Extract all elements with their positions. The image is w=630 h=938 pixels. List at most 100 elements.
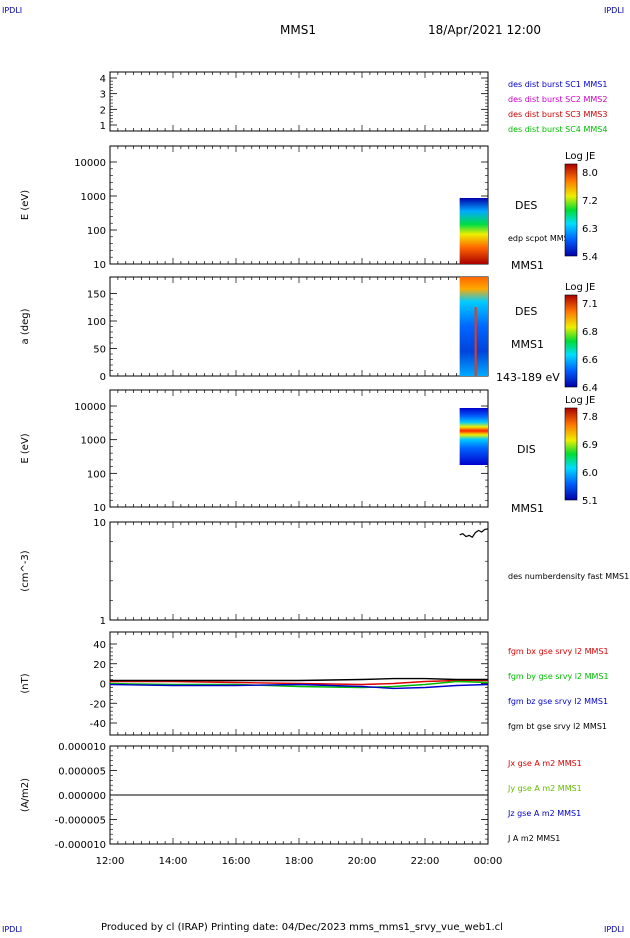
panel3-frame (109, 276, 489, 377)
panel7-ytick-label: 0.000005 (58, 767, 106, 778)
density-line (459, 528, 489, 538)
panel6-ytick-label: 20 (93, 660, 106, 671)
panel2-colorbar-tick: 5.4 (582, 252, 598, 263)
panel4-label-2: MMS1 (511, 502, 544, 515)
panel2-label-2: edp scpot MMS1 (508, 234, 574, 243)
corner-label-tr: IPDLI (604, 6, 624, 15)
x-tick-label: 00:00 (474, 856, 503, 867)
current-legend-2: Jy gse A m2 MMS1 (507, 784, 582, 793)
panel6-ytick-label: -40 (90, 719, 106, 730)
x-tick-label: 20:00 (348, 856, 377, 867)
panel3-colorbar-tick: 7.1 (582, 299, 598, 310)
panel4-ytick-label: 1000 (81, 436, 106, 447)
panel4-frame (109, 389, 489, 508)
panel1-ytick-label: 3 (100, 90, 106, 101)
panel3-colorbar-tick: 6.4 (582, 383, 598, 394)
panel5-ytick-label: 10 (93, 518, 106, 529)
legend-2: des dist burst SC2 MMS2 (508, 95, 607, 104)
panel3-colorbar-tick: 6.8 (582, 327, 598, 338)
panel4-colorbar-tick: 5.1 (582, 496, 598, 507)
panel6-ytick-label: -20 (90, 699, 106, 710)
x-tick-label: 18:00 (285, 856, 314, 867)
panel4-colorbar-title: Log JE (565, 395, 595, 406)
panel3-ytick-label: 150 (87, 290, 106, 301)
panels: 4 3 2 1 des dist burst SC1 MMS1 des dist burs… (20, 71, 629, 867)
panel4-colorbar-tick: 6.0 (582, 468, 598, 479)
panel5-frame (109, 521, 489, 621)
footer-text: Produced by cl (IRAP) Printing date: 04/… (101, 922, 503, 933)
legend-4: des dist burst SC4 MMS4 (508, 125, 607, 134)
corner-label-tl: IPDLI (2, 6, 22, 15)
panel7-ytick-label: -0.000010 (55, 840, 106, 851)
panel3-label-1: DES (515, 305, 537, 318)
panel4-colorbar-tick: 7.8 (582, 412, 598, 423)
panel4-ytick-label: 10 (93, 503, 106, 514)
corner-label-br: IPDLI (604, 925, 624, 934)
panel2-ylabel: E (eV) (20, 190, 31, 220)
panel2-ytick-label: 10 (93, 260, 106, 271)
panel1-frame (109, 71, 489, 132)
panel6-ytick-label: 40 (93, 640, 106, 651)
panel1-ytick-label: 1 (100, 121, 106, 132)
current-legend-3: Jz gse A m2 MMS1 (507, 809, 581, 818)
panel6-ytick-label: 0 (100, 680, 106, 691)
legend-1: des dist burst SC1 MMS1 (508, 80, 607, 89)
panel3-label-3: 143-189 eV (496, 371, 560, 384)
header-date: 18/Apr/2021 12:00 (428, 23, 541, 37)
b-field-line-3 (109, 683, 489, 690)
panel3-colorbar-title: Log JE (565, 282, 595, 293)
panel3-colorbar-tick: 6.6 (582, 355, 598, 366)
panel2-label-3: MMS1 (511, 259, 544, 272)
b-field-legend-4: fgm bt gse srvy l2 MMS1 (508, 722, 607, 731)
panel3-ytick-label: 0 (100, 372, 106, 383)
des-energy-spectrogram (459, 198, 488, 264)
b-field-legend-3: fgm bz gse srvy l2 MMS1 (508, 697, 608, 706)
panel6-ylabel: (nT) (20, 673, 31, 693)
corner-label-bl: IPDLI (2, 925, 22, 934)
b-field-line-2 (109, 680, 489, 689)
panel2-ytick-label: 1000 (81, 192, 106, 203)
density-legend: des numberdensity fast MMS1 (508, 572, 629, 581)
b-field-line-4 (110, 677, 488, 682)
panel7-ytick-label: -0.000005 (55, 816, 106, 827)
panel3-colorbar (564, 294, 578, 388)
panel4-colorbar (564, 407, 578, 501)
current-legend-1: Jx gse A m2 MMS1 (507, 759, 582, 768)
panel2-colorbar-title: Log JE (565, 151, 595, 162)
legend-3: des dist burst SC3 MMS3 (508, 110, 607, 119)
b-field-legend-1: fgm bx gse srvy l2 MMS1 (508, 647, 609, 656)
panel2-frame (109, 145, 489, 265)
panel3-label-2: MMS1 (511, 338, 544, 351)
b-field-legend-2: fgm by gse srvy l2 MMS1 (508, 672, 609, 681)
panel2-colorbar-tick: 7.2 (582, 196, 598, 207)
panel3-ytick-label: 100 (87, 317, 106, 328)
panel5-ytick-label: 1 (100, 616, 106, 627)
x-tick-label: 14:00 (159, 856, 188, 867)
panel7-ytick-label: 0.000000 (58, 791, 106, 802)
panel2-ytick-label: 100 (87, 226, 106, 237)
dis-energy-spectrogram (459, 408, 488, 465)
panel2-colorbar-tick: 8.0 (582, 168, 598, 179)
panel2-colorbar (564, 163, 578, 257)
panel7-ytick-label: 0.000010 (58, 742, 106, 753)
panel4-ytick-label: 100 (87, 469, 106, 480)
header-mission: MMS1 (280, 23, 316, 37)
panel4-ytick-label: 10000 (74, 402, 106, 413)
panel4-colorbar-tick: 6.9 (582, 440, 598, 451)
panel4-ylabel: E (eV) (20, 433, 31, 463)
panel2-ytick-label: 10000 (74, 158, 106, 169)
des-pitch-spectrogram (459, 277, 488, 376)
x-tick-label: 12:00 (96, 856, 125, 867)
panel3-ylabel: a (deg) (20, 308, 31, 344)
panel2-label-1: DES (515, 199, 537, 212)
panel7-ylabel: (A/m2) (20, 778, 31, 812)
panel1-ytick-label: 2 (100, 105, 106, 116)
b-field-line-1 (110, 679, 488, 686)
panel1-ytick-label: 4 (100, 74, 106, 85)
panel5-ylabel: (cm^-3) (20, 550, 31, 591)
x-tick-label: 22:00 (411, 856, 440, 867)
x-tick-label: 16:00 (222, 856, 251, 867)
panel3-ytick-label: 50 (93, 345, 106, 356)
current-legend-4: J A m2 MMS1 (507, 834, 560, 843)
